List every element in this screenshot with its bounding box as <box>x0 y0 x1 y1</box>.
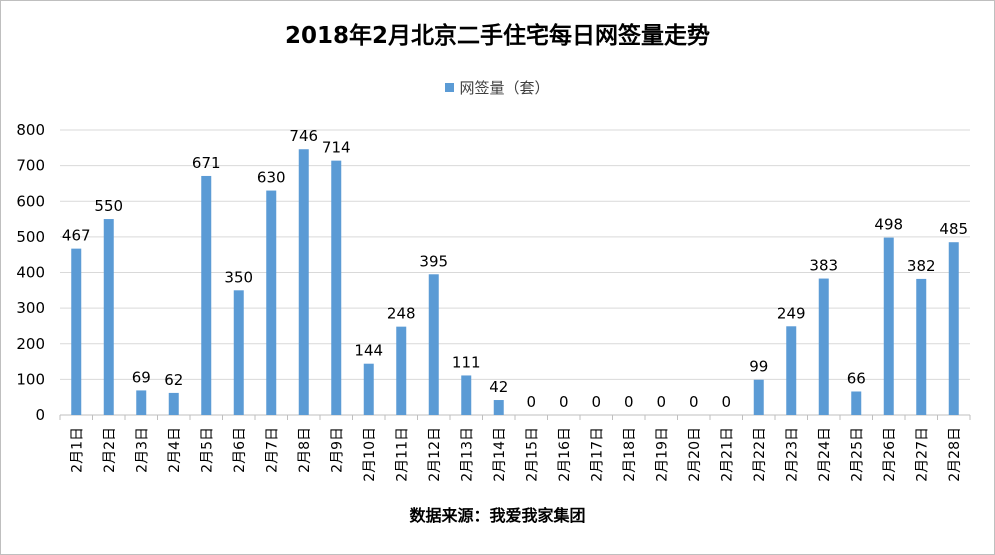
x-tick-label: 2月3日 <box>134 427 150 473</box>
data-label: 382 <box>907 257 936 275</box>
x-tick-label: 2月11日 <box>394 427 410 482</box>
data-label: 350 <box>224 268 253 286</box>
data-label: 0 <box>624 393 634 411</box>
y-tick-label: 400 <box>16 264 45 282</box>
bar <box>233 290 244 415</box>
data-label: 0 <box>526 393 536 411</box>
x-tick-label: 2月22日 <box>752 427 768 482</box>
bar <box>201 175 212 415</box>
x-tick-label: 2月18日 <box>622 427 638 482</box>
bar <box>71 248 82 415</box>
bar <box>786 326 797 415</box>
x-tick-label: 2月16日 <box>557 427 573 482</box>
data-label: 714 <box>322 139 351 157</box>
y-tick-label: 200 <box>16 335 45 353</box>
chart-title: 2018年2月北京二手住宅每日网签量走势 <box>284 23 711 49</box>
x-tick-label: 2月8日 <box>297 427 313 473</box>
x-tick-label: 2月20日 <box>687 427 703 482</box>
data-label: 0 <box>721 393 731 411</box>
x-tick-label: 2月15日 <box>524 427 540 482</box>
data-label: 485 <box>939 220 968 238</box>
bar <box>493 400 504 415</box>
bar <box>331 160 342 415</box>
bar <box>461 375 472 415</box>
x-tick-label: 2月13日 <box>459 427 475 482</box>
data-label: 0 <box>656 393 666 411</box>
x-tick-label: 2月4日 <box>167 427 183 473</box>
y-tick-label: 0 <box>35 406 45 424</box>
y-tick-label: 100 <box>16 370 45 388</box>
data-label: 0 <box>591 393 601 411</box>
data-source: 数据来源：我爱我家集团 <box>409 506 586 525</box>
x-tick-label: 2月12日 <box>427 427 443 482</box>
data-label: 630 <box>257 169 286 187</box>
bar <box>396 326 407 415</box>
x-tick-label: 2月14日 <box>492 427 508 482</box>
bar <box>168 392 179 415</box>
x-tick-label: 2月23日 <box>784 427 800 482</box>
data-label: 383 <box>809 257 838 275</box>
y-tick-label: 300 <box>16 299 45 317</box>
x-tick-label: 2月7日 <box>264 427 280 473</box>
x-tick-label: 2月5日 <box>199 427 215 473</box>
data-label: 66 <box>847 369 866 387</box>
bar <box>883 237 894 415</box>
data-label: 671 <box>192 154 221 172</box>
x-tick-label: 2月10日 <box>362 427 378 482</box>
legend-swatch <box>445 83 455 92</box>
x-tick-label: 2月27日 <box>914 427 930 482</box>
bar <box>298 149 309 416</box>
bar <box>948 242 959 415</box>
y-tick-label: 600 <box>16 192 45 210</box>
bar <box>266 190 277 415</box>
x-tick-label: 2月17日 <box>589 427 605 482</box>
data-label: 99 <box>749 358 768 376</box>
bar <box>103 219 114 415</box>
x-tick-label: 2月24日 <box>817 427 833 482</box>
legend-label: 网签量（套） <box>459 79 550 97</box>
data-label: 248 <box>387 305 416 323</box>
x-tick-label: 2月19日 <box>654 427 670 482</box>
data-label: 62 <box>164 371 183 389</box>
legend: 网签量（套） <box>0 77 995 98</box>
bar <box>363 363 374 415</box>
data-label: 111 <box>452 353 481 371</box>
data-label: 498 <box>874 216 903 234</box>
x-tick-label: 2月25日 <box>849 427 865 482</box>
data-label: 42 <box>489 378 508 396</box>
bar <box>851 391 862 415</box>
data-label: 69 <box>132 368 151 386</box>
data-label: 0 <box>689 393 699 411</box>
data-label: 467 <box>62 227 91 245</box>
x-tick-label: 2月28日 <box>947 427 963 482</box>
data-label: 144 <box>354 342 383 360</box>
x-tick-label: 2月21日 <box>719 427 735 482</box>
y-tick-label: 500 <box>16 228 45 246</box>
data-label: 746 <box>289 127 318 145</box>
data-label: 249 <box>777 304 806 322</box>
bar <box>136 390 147 415</box>
x-tick-label: 2月2日 <box>102 427 118 473</box>
x-tick-label: 2月6日 <box>232 427 248 473</box>
bar <box>753 379 764 415</box>
bar <box>818 278 829 415</box>
x-tick-label: 2月1日 <box>69 427 85 473</box>
y-tick-label: 800 <box>16 121 45 139</box>
bar <box>428 274 439 415</box>
x-tick-label: 2月9日 <box>329 427 345 473</box>
data-label: 0 <box>559 393 569 411</box>
data-label: 395 <box>419 252 448 270</box>
y-tick-label: 700 <box>16 157 45 175</box>
data-label: 550 <box>94 197 123 215</box>
bar <box>916 278 927 415</box>
x-tick-label: 2月26日 <box>882 427 898 482</box>
